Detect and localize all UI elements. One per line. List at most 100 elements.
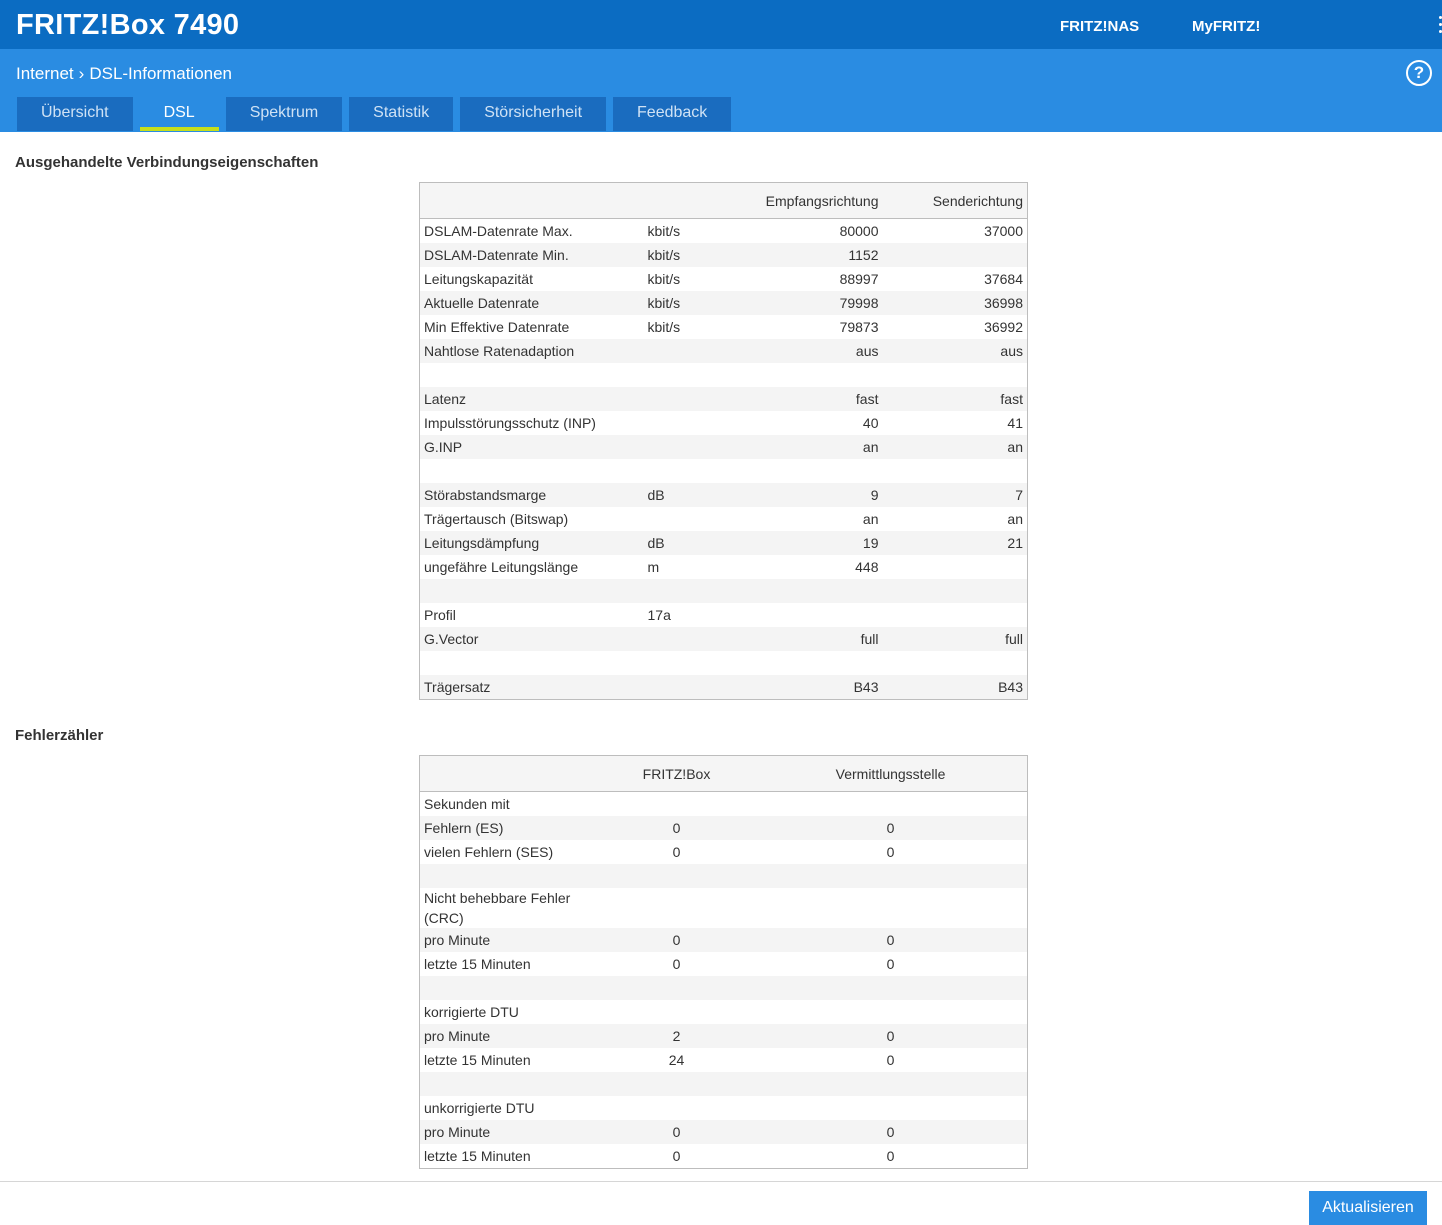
row-value: 0 bbox=[886, 1052, 895, 1068]
row-value: 0 bbox=[886, 844, 895, 860]
row-value: B43 bbox=[853, 679, 879, 695]
row-filler bbox=[1013, 1096, 1028, 1120]
row-label bbox=[420, 363, 644, 387]
spacer-row bbox=[419, 579, 1028, 603]
top-link[interactable]: FRITZ!NAS bbox=[1060, 18, 1140, 35]
row-value: 0 bbox=[672, 932, 681, 948]
spacer-row bbox=[419, 1072, 1028, 1096]
data-row: Trägertausch (Bitswap) an an bbox=[420, 507, 1028, 531]
row-label: unkorrigierte DTU bbox=[424, 1100, 535, 1116]
row-label: letzte 15 Minuten bbox=[424, 1148, 531, 1164]
top-bar: FRITZ!Box 7490 FRITZ!NAS MyFRITZ! bbox=[0, 0, 1442, 49]
row-unit bbox=[644, 579, 744, 603]
row-value: 40 bbox=[862, 415, 879, 431]
breadcrumb: Internet › DSL-Informationen bbox=[16, 64, 232, 84]
row-value bbox=[744, 459, 883, 483]
row-label bbox=[420, 864, 585, 888]
row-value: 0 bbox=[886, 1028, 895, 1044]
spacer-row bbox=[419, 864, 1028, 888]
row-value bbox=[883, 579, 1028, 603]
row-unit bbox=[644, 435, 744, 459]
row-value: 41 bbox=[1007, 415, 1023, 431]
row-unit bbox=[644, 507, 744, 531]
row-label: G.INP bbox=[424, 439, 463, 455]
data-row: G.Vector full full bbox=[419, 627, 1028, 651]
tab[interactable]: Statistik bbox=[349, 97, 454, 131]
row-value: 0 bbox=[886, 956, 895, 972]
row-value bbox=[744, 651, 883, 675]
row-label: Nicht behebbare Fehler (CRC) bbox=[424, 890, 571, 926]
row-value bbox=[769, 792, 1013, 817]
menu-icon[interactable] bbox=[1439, 16, 1442, 34]
row-filler bbox=[1013, 816, 1028, 840]
row-value: an bbox=[862, 439, 879, 455]
row-label bbox=[420, 579, 644, 603]
row-unit: 17a bbox=[647, 607, 671, 623]
data-row: DSLAM-Datenrate Max. kbit/s 80000 37000 bbox=[420, 219, 1028, 244]
tab[interactable]: DSL bbox=[139, 97, 219, 131]
header-cell bbox=[419, 755, 585, 792]
spacer-row bbox=[420, 363, 1028, 387]
row-value: 0 bbox=[672, 1148, 681, 1164]
row-label: pro Minute bbox=[424, 932, 491, 948]
tab[interactable]: Übersicht bbox=[17, 97, 133, 131]
row-value bbox=[585, 1000, 769, 1024]
row-unit bbox=[644, 339, 744, 363]
row-unit bbox=[644, 675, 744, 700]
row-value: 0 bbox=[672, 844, 681, 860]
row-value: aus bbox=[1000, 343, 1023, 359]
row-value: aus bbox=[855, 343, 879, 359]
breadcrumb-item[interactable]: Internet bbox=[16, 64, 74, 83]
row-unit: kbit/s bbox=[647, 295, 681, 311]
error-table: FRITZ!Box Vermittlungsstelle Sekunden mit F… bbox=[419, 755, 1028, 1169]
row-value: fast bbox=[855, 391, 879, 407]
row-value bbox=[769, 1096, 1013, 1120]
row-filler bbox=[1013, 1120, 1028, 1144]
row-filler bbox=[1013, 1072, 1028, 1096]
tab[interactable]: Störsicherheit bbox=[460, 97, 607, 131]
row-value: 36992 bbox=[984, 319, 1023, 335]
row-value bbox=[744, 579, 883, 603]
row-label: Fehlern (ES) bbox=[424, 820, 504, 836]
row-value: 448 bbox=[855, 559, 879, 575]
data-row: letzte 15 Minuten 0 0 bbox=[420, 1144, 1028, 1169]
tab-bar: Übersicht DSL Spektrum Statistik Störsicherh… bbox=[17, 97, 738, 131]
breadcrumb-separator: › bbox=[78, 64, 85, 83]
data-row: letzte 15 Minuten 0 0 bbox=[420, 952, 1028, 976]
help-button[interactable]: ? bbox=[1406, 60, 1432, 86]
row-value bbox=[744, 603, 883, 627]
row-value: 88997 bbox=[839, 271, 879, 287]
row-value: 21 bbox=[1007, 535, 1023, 551]
data-row: G.INP an an bbox=[419, 435, 1028, 459]
row-value: 37684 bbox=[984, 271, 1023, 287]
row-filler bbox=[1013, 840, 1028, 864]
row-unit: dB bbox=[647, 487, 665, 503]
row-value bbox=[769, 864, 1013, 888]
column-header: Vermittlungsstelle bbox=[768, 755, 1013, 792]
data-row: pro Minute 0 0 bbox=[419, 928, 1028, 952]
row-filler bbox=[1013, 792, 1028, 817]
row-value bbox=[883, 459, 1028, 483]
data-row: Aktuelle Datenrate kbit/s 79998 36998 bbox=[419, 291, 1028, 315]
data-row: vielen Fehlern (SES) 0 0 bbox=[420, 840, 1028, 864]
row-value: an bbox=[862, 511, 879, 527]
row-filler bbox=[1013, 976, 1028, 1000]
row-value: 0 bbox=[886, 1124, 895, 1140]
row-value bbox=[585, 1096, 769, 1120]
row-unit: kbit/s bbox=[647, 319, 681, 335]
header-row: FRITZ!Box Vermittlungsstelle bbox=[419, 755, 1028, 792]
table-body: Sekunden mit Fehlern (ES) 0 0 vielen Fehlern… bbox=[419, 792, 1028, 1169]
row-label: korrigierte DTU bbox=[424, 1004, 519, 1020]
row-value: 79873 bbox=[839, 319, 879, 335]
refresh-button[interactable]: Aktualisieren bbox=[1309, 1191, 1427, 1225]
tab[interactable]: Feedback bbox=[613, 97, 732, 131]
row-value: 2 bbox=[672, 1028, 681, 1044]
row-value: 0 bbox=[672, 1124, 681, 1140]
top-link[interactable]: MyFRITZ! bbox=[1192, 18, 1261, 35]
row-label bbox=[420, 1072, 585, 1096]
data-row: Leitungskapazität kbit/s 88997 37684 bbox=[420, 267, 1028, 291]
row-label: Profil bbox=[424, 607, 456, 623]
tab[interactable]: Spektrum bbox=[225, 97, 343, 131]
row-value: 9 bbox=[870, 487, 879, 503]
